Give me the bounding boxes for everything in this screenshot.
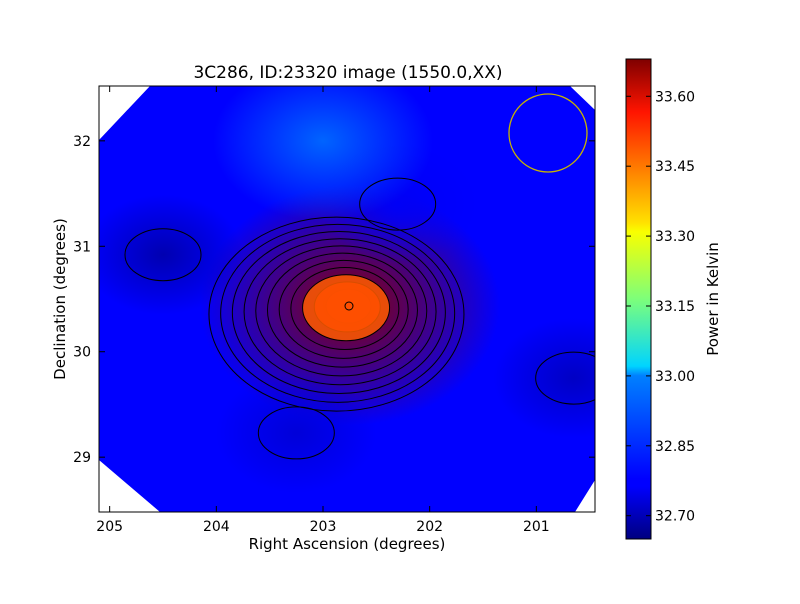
contour-line (278, 259, 409, 359)
cold-spot-patch (99, 194, 243, 315)
contour-line (220, 223, 456, 403)
contour-line (208, 216, 465, 412)
colorbar-tick-label: 33.00 (655, 369, 695, 385)
colorbar-tick-label: 33.45 (655, 159, 695, 175)
contour-line (243, 238, 437, 386)
contour-line (359, 177, 437, 231)
y-tick-label: 31 (73, 239, 91, 255)
y-axis: 29 30 31 32 (73, 134, 595, 466)
colorbar-tick-label: 33.30 (655, 229, 695, 245)
y-tick-label: 32 (73, 134, 91, 150)
x-axis: 205 204 203 202 201 (96, 86, 550, 535)
contour-line (535, 351, 595, 405)
colorbar-tick-label: 33.15 (655, 299, 695, 315)
contour-layer (124, 177, 595, 460)
x-tick-label: 205 (96, 519, 123, 535)
warm-patch-patch (213, 86, 433, 221)
y-axis-label: Declination (degrees) (51, 218, 69, 380)
x-tick-label: 203 (310, 519, 337, 535)
x-tick-label: 201 (523, 519, 550, 535)
colorbar-tick-label: 32.70 (655, 509, 695, 525)
contour-line (255, 245, 428, 377)
peak-marker (344, 301, 354, 311)
contour-line (266, 252, 418, 368)
contour-line (124, 228, 202, 282)
y-tick-label: 29 (73, 450, 91, 466)
plot-area (98, 85, 596, 513)
colorbar-gradient (625, 58, 652, 540)
contour-line (302, 274, 391, 342)
chart-title: 3C286, ID:23320 image (1550.0,XX) (193, 63, 502, 83)
cold-spot-patch (216, 372, 377, 493)
colorbar: 32.70 32.85 33.00 33.15 33.30 33.45 33.60 Powe… (625, 58, 722, 540)
x-axis-label: Right Ascension (degrees) (249, 535, 446, 553)
colorbar-tick-label: 33.60 (655, 89, 695, 105)
contour-line (231, 231, 446, 395)
heatmap-layer (99, 86, 595, 493)
x-tick-label: 204 (203, 519, 230, 535)
beam-circle (508, 93, 588, 173)
plot-frame (98, 85, 596, 513)
x-tick-label: 202 (416, 519, 443, 535)
colorbar-tick-label: 32.85 (655, 439, 695, 455)
colorbar-ticks: 32.70 32.85 33.00 33.15 33.30 33.45 33.60 (626, 89, 695, 525)
contour-line (290, 267, 400, 351)
y-tick-label: 30 (73, 345, 91, 361)
contour-line (257, 406, 335, 460)
colorbar-label: Power in Kelvin (704, 242, 722, 356)
cold-spot-patch (493, 318, 595, 439)
